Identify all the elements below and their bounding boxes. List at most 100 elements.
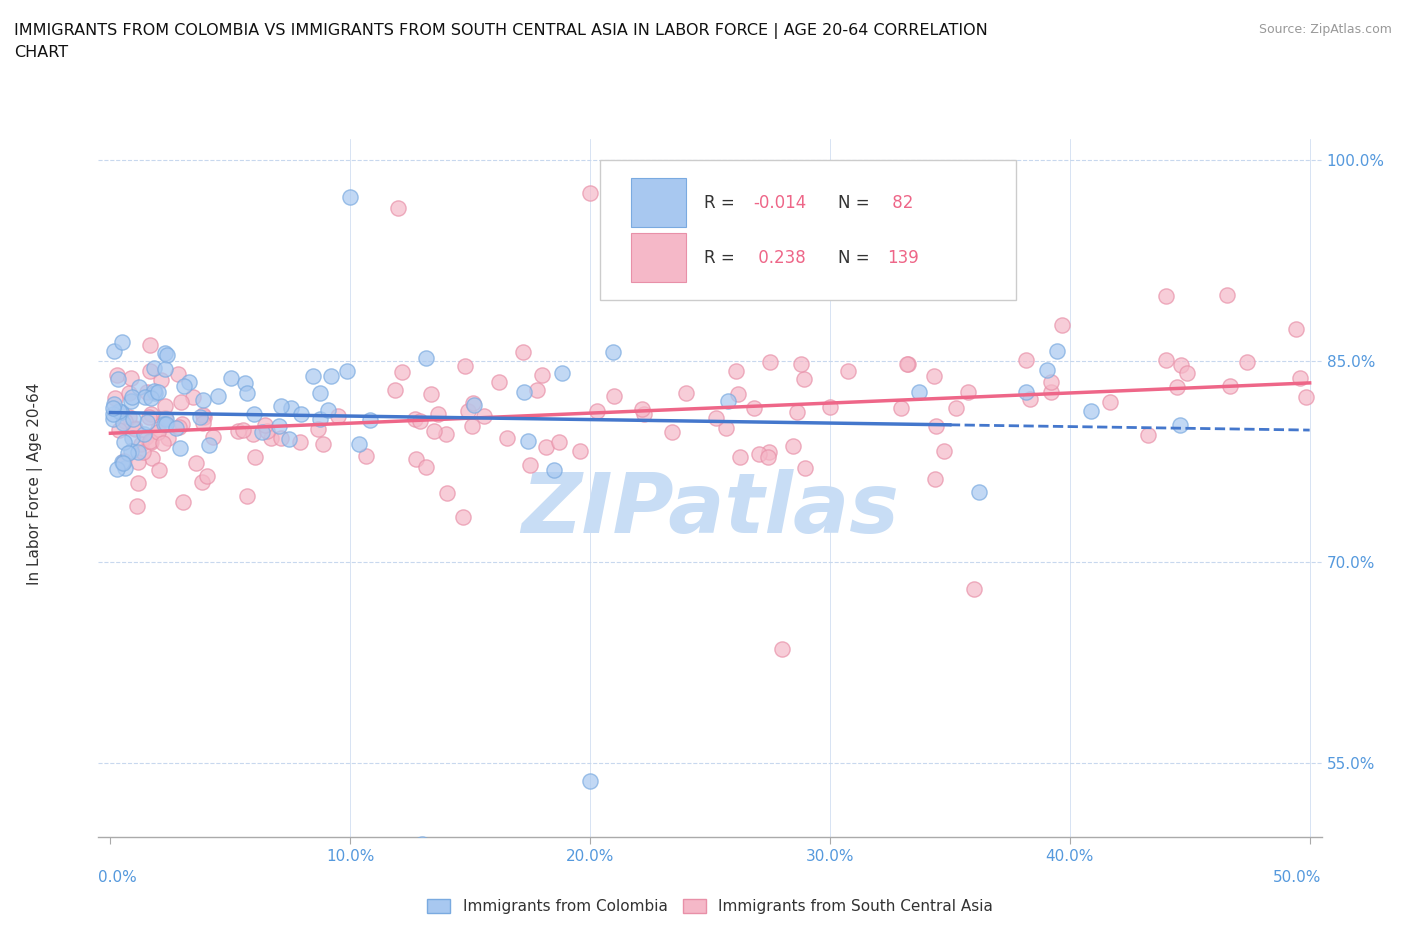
Text: -0.014: -0.014 bbox=[752, 193, 806, 211]
FancyBboxPatch shape bbox=[600, 161, 1015, 300]
Point bbox=[782, 438, 804, 453]
Point bbox=[173, 379, 195, 393]
Point bbox=[321, 369, 343, 384]
Point bbox=[1099, 395, 1122, 410]
Point bbox=[1080, 404, 1102, 418]
Point bbox=[167, 366, 190, 381]
Point bbox=[139, 338, 162, 352]
Point bbox=[138, 410, 160, 425]
Point bbox=[744, 400, 766, 415]
Text: N =: N = bbox=[838, 249, 876, 267]
Point bbox=[186, 456, 208, 471]
Text: 0.0%: 0.0% bbox=[98, 870, 138, 884]
Point bbox=[146, 421, 169, 436]
Point bbox=[551, 365, 574, 380]
Point bbox=[121, 390, 143, 405]
Point bbox=[153, 411, 176, 426]
Point bbox=[1236, 354, 1258, 369]
Point bbox=[127, 445, 149, 459]
Point bbox=[661, 424, 683, 439]
Point bbox=[104, 391, 127, 405]
Point bbox=[1219, 379, 1241, 393]
Point bbox=[101, 400, 124, 415]
Point bbox=[301, 368, 323, 383]
Point bbox=[288, 434, 311, 449]
Point bbox=[112, 435, 135, 450]
Point bbox=[153, 398, 176, 413]
Point bbox=[1014, 352, 1036, 367]
Point bbox=[135, 430, 157, 445]
Point bbox=[793, 372, 815, 387]
Point bbox=[111, 454, 134, 469]
Point bbox=[134, 427, 156, 442]
Point bbox=[387, 201, 409, 216]
Point bbox=[786, 405, 808, 419]
Point bbox=[1289, 371, 1312, 386]
Point bbox=[1036, 363, 1059, 378]
Point bbox=[191, 416, 214, 431]
Point bbox=[280, 401, 302, 416]
Point bbox=[1040, 384, 1063, 399]
Point bbox=[110, 405, 132, 419]
Point bbox=[118, 409, 141, 424]
Point bbox=[195, 469, 218, 484]
Point bbox=[143, 361, 166, 376]
Point bbox=[114, 413, 136, 428]
Point bbox=[1177, 365, 1199, 380]
Point bbox=[118, 386, 141, 401]
Point bbox=[631, 402, 654, 417]
Point bbox=[193, 410, 215, 425]
Point bbox=[513, 384, 536, 399]
Point bbox=[384, 382, 406, 397]
Point bbox=[277, 432, 299, 446]
Point bbox=[461, 418, 484, 433]
Point bbox=[128, 379, 150, 394]
Point bbox=[105, 367, 128, 382]
Point bbox=[1168, 418, 1191, 432]
Point bbox=[191, 392, 214, 407]
Point bbox=[136, 384, 159, 399]
Point bbox=[179, 375, 201, 390]
Point bbox=[579, 186, 602, 201]
Point bbox=[1015, 384, 1038, 399]
Point bbox=[495, 430, 517, 445]
Point bbox=[207, 388, 229, 403]
Point bbox=[472, 408, 495, 423]
Point bbox=[110, 405, 132, 419]
Point bbox=[139, 433, 162, 448]
Point bbox=[569, 443, 592, 458]
Point bbox=[309, 412, 332, 427]
Point bbox=[254, 418, 277, 432]
Point bbox=[146, 425, 169, 440]
Point bbox=[141, 451, 163, 466]
Point bbox=[105, 462, 128, 477]
Point bbox=[270, 399, 292, 414]
Point bbox=[170, 395, 193, 410]
Point bbox=[112, 454, 135, 469]
Point bbox=[758, 445, 780, 459]
Point bbox=[141, 391, 163, 405]
Point bbox=[579, 773, 602, 788]
Point bbox=[148, 462, 170, 477]
Point bbox=[526, 383, 548, 398]
Text: 0.238: 0.238 bbox=[752, 249, 806, 267]
Point bbox=[336, 364, 359, 379]
Point bbox=[717, 393, 740, 408]
Legend: Immigrants from Colombia, Immigrants from South Central Asia: Immigrants from Colombia, Immigrants fro… bbox=[422, 893, 998, 920]
Point bbox=[157, 431, 180, 445]
Point bbox=[242, 427, 264, 442]
Point bbox=[169, 441, 191, 456]
Point bbox=[153, 362, 176, 377]
Point bbox=[531, 368, 554, 383]
Point bbox=[454, 359, 477, 374]
Point bbox=[602, 345, 624, 360]
Point bbox=[124, 421, 146, 436]
Point bbox=[603, 389, 626, 404]
Point bbox=[316, 403, 339, 418]
Point bbox=[415, 351, 437, 365]
Point bbox=[132, 445, 155, 459]
Point bbox=[423, 423, 446, 438]
Point bbox=[1170, 357, 1192, 372]
Point bbox=[201, 429, 224, 444]
Point bbox=[730, 450, 752, 465]
